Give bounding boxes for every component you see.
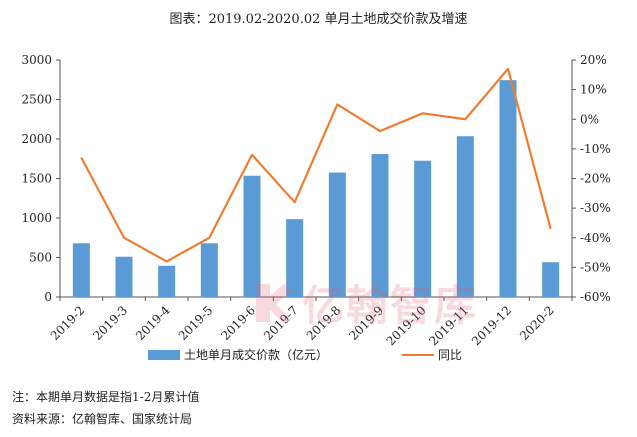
x-tick-label: 2019-8 bbox=[304, 303, 344, 343]
line-series bbox=[80, 67, 552, 263]
legend-swatch-line bbox=[402, 353, 434, 356]
y-right-tick-label: -60% bbox=[580, 290, 611, 304]
y-left-tick-label: 0 bbox=[44, 290, 52, 304]
bar bbox=[542, 262, 560, 297]
yoy-line bbox=[80, 67, 552, 263]
x-tick-label: 2019-4 bbox=[133, 303, 173, 343]
bar bbox=[72, 243, 90, 297]
chart-title: 图表：2019.02-2020.02 单月土地成交价款及增速 bbox=[169, 12, 468, 27]
bar bbox=[456, 136, 474, 297]
x-tick-label: 2019-9 bbox=[346, 303, 386, 343]
tick-labels: 0 500 1000 1500 2000 2500 3000 -60% -50% -40% -30%… bbox=[21, 53, 610, 348]
y-right-tick-label: -10% bbox=[580, 142, 611, 156]
y-left-tick-label: 2500 bbox=[21, 93, 52, 107]
x-tick-label: 2019-10 bbox=[384, 303, 429, 348]
legend-swatch-bar bbox=[148, 349, 180, 360]
x-tick-label: 2019-3 bbox=[90, 303, 130, 343]
bar bbox=[158, 265, 176, 297]
x-tick-label: 2019-6 bbox=[218, 303, 258, 343]
x-tick-label: 2019-12 bbox=[469, 303, 514, 348]
y-right-tick-label: -40% bbox=[580, 231, 611, 245]
legend-label-bar: 土地单月成交价款（亿元） bbox=[184, 348, 329, 362]
y-left-tick-label: 2000 bbox=[21, 132, 52, 146]
bar bbox=[328, 172, 346, 297]
bar bbox=[499, 80, 517, 298]
x-tick-label: 2019-5 bbox=[176, 303, 216, 343]
bar bbox=[371, 154, 389, 297]
legend-item-line: 同比 bbox=[402, 346, 462, 363]
footnote: 注：本期单月数据是指1-2月累计值 bbox=[12, 390, 200, 404]
y-right-tick-label: 20% bbox=[580, 53, 607, 67]
bar bbox=[115, 256, 133, 297]
y-left-tick-label: 1500 bbox=[21, 172, 52, 186]
chart-legend: 土地单月成交价款（亿元） 同比 bbox=[0, 346, 637, 364]
y-left-tick-label: 1000 bbox=[21, 211, 52, 225]
source-note: 资料来源：亿翰智库、国家统计局 bbox=[12, 412, 193, 426]
x-tick-label: 2020-2 bbox=[517, 303, 557, 343]
bar bbox=[286, 219, 304, 297]
y-right-tick-label: -20% bbox=[580, 172, 611, 186]
y-right-tick-label: 0% bbox=[580, 112, 599, 126]
bar bbox=[414, 160, 432, 297]
x-tick-label: 2019-2 bbox=[48, 303, 88, 343]
y-right-tick-label: -30% bbox=[580, 201, 611, 215]
x-tick-label: 2019-7 bbox=[261, 303, 301, 343]
chart-axes bbox=[56, 59, 576, 301]
legend-label-line: 同比 bbox=[438, 348, 463, 362]
bar bbox=[200, 243, 218, 297]
bar-series bbox=[72, 80, 560, 298]
legend-item-bar: 土地单月成交价款（亿元） bbox=[148, 346, 328, 363]
y-right-tick-label: -50% bbox=[580, 260, 611, 274]
y-right-tick-label: 10% bbox=[580, 83, 607, 97]
y-left-tick-label: 3000 bbox=[21, 53, 52, 67]
y-left-tick-label: 500 bbox=[29, 251, 52, 265]
x-tick-label: 2019-11 bbox=[426, 303, 471, 348]
bar bbox=[243, 175, 261, 297]
